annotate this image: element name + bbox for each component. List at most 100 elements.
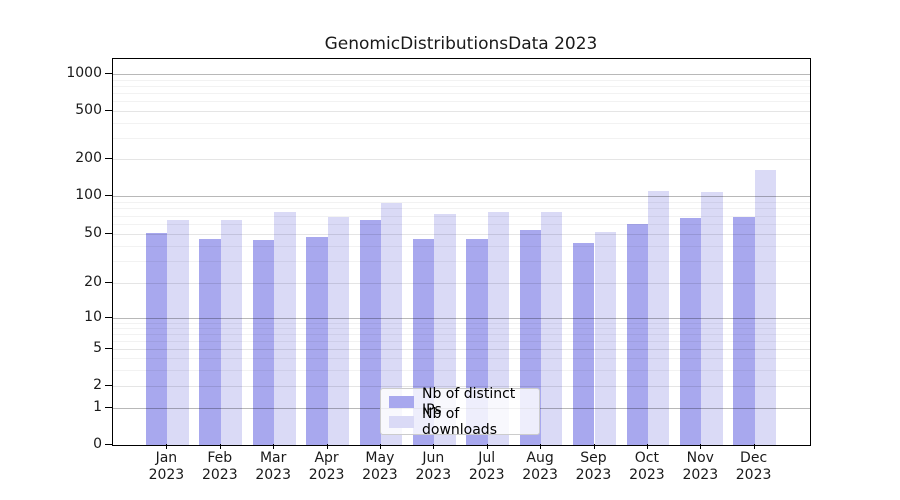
x-tick-label: Jan 2023 — [148, 450, 185, 483]
x-tick-mark — [540, 444, 542, 449]
x-tick-label: Sep 2023 — [575, 450, 612, 483]
downloads-swatch-icon — [389, 415, 414, 428]
bar-downloads — [701, 191, 723, 445]
bar-downloads — [434, 213, 456, 445]
y-tick-mark — [105, 158, 112, 160]
x-tick-mark — [433, 444, 435, 449]
y-tick-mark — [105, 233, 112, 235]
gridlines-overlay-layer — [113, 59, 810, 445]
x-tick-mark — [593, 444, 595, 449]
x-tick-label: Jul 2023 — [468, 450, 505, 483]
bar-downloads — [220, 219, 243, 445]
bar-downloads — [754, 170, 776, 445]
y-tick-label: 2 — [93, 377, 102, 393]
legend: Nb of distinct IPs Nb of downloads — [380, 386, 540, 438]
y-tick-mark — [105, 443, 112, 445]
grid-line — [113, 386, 810, 387]
grid-line — [113, 322, 810, 324]
grid-line — [113, 317, 810, 319]
grid-line — [113, 93, 810, 95]
y-tick-mark — [105, 195, 112, 196]
y-tick-label: 5 — [93, 340, 102, 357]
bar-downloads — [541, 211, 563, 445]
bar-distinct-ips — [252, 240, 275, 445]
grid-line — [113, 349, 810, 351]
legend-row-distinct-ips: Nb of distinct IPs — [387, 386, 533, 418]
x-tick-mark — [753, 444, 755, 449]
grid-line — [113, 261, 810, 263]
y-tick-label: 200 — [75, 150, 102, 167]
bar-downloads — [647, 190, 670, 445]
bar-distinct-ips — [679, 217, 702, 445]
y-tick-mark — [105, 406, 112, 408]
grid-line — [113, 282, 810, 284]
y-tick-mark — [105, 316, 112, 318]
x-tick-label: Nov 2023 — [682, 450, 719, 483]
grid-line — [113, 196, 810, 197]
y-tick-mark — [105, 281, 112, 283]
grid-line — [113, 215, 810, 217]
bar-downloads — [274, 212, 296, 445]
x-tick-label: Dec 2023 — [735, 450, 772, 483]
grid-line — [113, 86, 810, 88]
grid-line — [113, 74, 810, 76]
bar-distinct-ips — [359, 220, 381, 445]
y-tick-label: 20 — [84, 273, 102, 290]
x-tick-label: May 2023 — [362, 450, 398, 483]
grid-line — [113, 341, 810, 342]
bar-downloads — [380, 202, 403, 445]
distinct-ips-swatch-icon — [389, 395, 414, 408]
bar-downloads — [594, 231, 616, 445]
plot-area — [112, 58, 811, 446]
y-tick-label: 1000 — [66, 65, 102, 82]
grid-line — [113, 246, 810, 248]
y-tick-label: 0 — [93, 435, 102, 452]
y-tick-label: 1 — [93, 398, 102, 415]
grid-line — [113, 327, 810, 329]
grid-line — [113, 234, 810, 236]
y-tick-mark — [105, 385, 112, 386]
legend-label-distinct-ips: Nb of distinct IPs — [422, 385, 516, 418]
grid-line — [113, 208, 810, 210]
x-tick-mark — [219, 444, 221, 449]
y-tick-mark — [105, 110, 112, 111]
y-tick-label: 500 — [75, 102, 102, 118]
x-tick-label: Feb 2023 — [201, 450, 238, 483]
grid-line — [113, 101, 810, 103]
legend-label-downloads: Nb of downloads — [422, 405, 497, 438]
grid-line — [113, 79, 810, 81]
legend-row-downloads: Nb of downloads — [387, 406, 533, 438]
x-tick-label: Apr 2023 — [308, 450, 345, 483]
bar-distinct-ips — [733, 217, 755, 445]
grid-line — [113, 122, 810, 124]
y-tick-mark — [105, 73, 112, 75]
grid-line — [113, 358, 810, 360]
bar-downloads — [487, 212, 510, 445]
x-tick-mark — [379, 444, 381, 449]
x-tick-label: Mar 2023 — [255, 450, 291, 483]
x-tick-mark — [646, 444, 648, 449]
y-tick-label: 10 — [84, 308, 102, 325]
y-tick-mark — [105, 348, 112, 350]
x-tick-label: Aug 2023 — [522, 450, 558, 483]
grid-line — [113, 334, 810, 335]
x-tick-mark — [326, 444, 328, 449]
x-tick-mark — [273, 444, 275, 449]
bar-distinct-ips — [573, 242, 595, 445]
bar-downloads — [167, 219, 189, 445]
grid-line — [113, 224, 810, 226]
y-tick-label: 50 — [84, 225, 102, 242]
x-tick-mark — [700, 444, 702, 449]
grid-line — [113, 369, 810, 371]
grid-line — [113, 201, 810, 203]
x-tick-mark — [166, 444, 168, 449]
chart-title: GenomicDistributionsData 2023 — [324, 34, 598, 54]
bar-distinct-ips — [306, 237, 328, 445]
grid-line — [113, 137, 810, 139]
bar-distinct-ips — [199, 239, 221, 445]
y-tick-label: 100 — [75, 187, 102, 203]
x-tick-label: Jun 2023 — [415, 450, 452, 483]
grid-line — [113, 111, 810, 112]
x-tick-mark — [486, 444, 488, 449]
